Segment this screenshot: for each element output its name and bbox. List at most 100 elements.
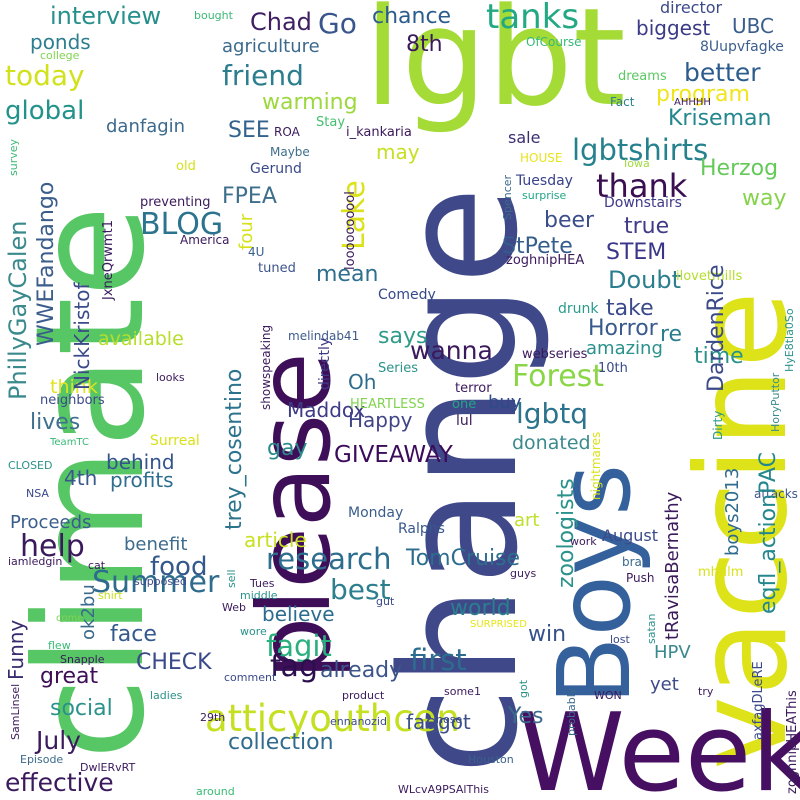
word-mean: mean <box>316 262 379 287</box>
word-showspeaking: showspeaking <box>259 324 273 410</box>
word-wwefandango: WWEFandango <box>34 181 59 346</box>
word-warming: warming <box>262 90 358 115</box>
word-says: says <box>378 324 428 349</box>
word-win: win <box>528 622 567 647</box>
word-lgbtshirts: lgbtshirts <box>572 133 709 167</box>
word-effective: effective <box>5 768 114 797</box>
word-lul: lul <box>456 413 473 429</box>
word-friend: friend <box>222 59 304 92</box>
word-college: college <box>40 49 80 62</box>
word-best: best <box>330 573 391 606</box>
word-drunk: drunk <box>558 301 599 317</box>
word-work: work <box>570 535 597 548</box>
word-lgbt: lgbt <box>364 0 626 136</box>
word-collection: collection <box>228 730 334 755</box>
word-tomcruise: TomCruise <box>406 546 521 571</box>
word-program: program <box>656 82 750 107</box>
word-terror: terror <box>455 381 492 396</box>
word-forest: Forest <box>512 359 605 394</box>
word-ponds: ponds <box>30 30 91 54</box>
word-believe: believe <box>262 602 335 626</box>
word-phillygaycalen: PhillyGayCalen <box>4 220 32 400</box>
word-chance: chance <box>372 4 452 29</box>
word-wlcva9psalthis: WLcvA9PSAlThis <box>398 783 489 796</box>
word-maddox: Maddox <box>287 398 366 422</box>
word-guys: guys <box>510 567 537 580</box>
word-try: try <box>698 685 714 698</box>
word-today: today <box>5 59 85 92</box>
word-comedy: Comedy <box>378 287 436 303</box>
word-iamledgin: iamledgin <box>8 555 63 568</box>
word-bra: bra <box>622 555 642 569</box>
word-ofcourse: OfCourse <box>526 35 582 49</box>
word-yes: Yes <box>508 704 544 729</box>
word-looks: looks <box>156 371 185 384</box>
word-wanna: wanna <box>410 336 493 365</box>
word-research: research <box>266 542 392 576</box>
word-got: got <box>517 679 530 698</box>
word-surprise: surprise <box>522 189 567 202</box>
word-jxneqrwmt1: JxneQrwmt1 <box>101 219 116 300</box>
word-boys2013: boys2013 <box>722 467 743 556</box>
word-ilovetmills: ilovetmills <box>676 269 743 284</box>
word-gay: gay <box>267 436 308 461</box>
word-cat: cat <box>88 559 106 572</box>
word-kriseman: Kriseman <box>668 106 772 131</box>
word-travisabernathy: tRavisaBernathy <box>662 491 683 640</box>
word-snapple: Snapple <box>60 653 105 666</box>
word-blog: BLOG <box>140 207 224 242</box>
word-episode: Episode <box>20 753 64 766</box>
word-neighbors: neighbors <box>40 393 105 408</box>
word-go: Go <box>318 7 357 40</box>
word-behind: behind <box>106 450 175 474</box>
word-dirty: Dirty <box>711 410 725 440</box>
word-oh: Oh <box>348 370 377 394</box>
word-come: come <box>56 613 84 624</box>
word-yet: yet <box>650 674 679 695</box>
word-faggot: faggot <box>406 710 471 734</box>
word-ubc: UBC <box>732 14 774 38</box>
word-surprised: SURPRISED <box>470 619 527 630</box>
word-horror: Horror <box>588 316 658 341</box>
word-satan: satan <box>645 613 658 645</box>
word-doubt: Doubt <box>608 266 682 294</box>
word-shirt: shirt <box>98 589 123 602</box>
word-monday: Monday <box>348 505 404 521</box>
word-lgbtq: lgbtq <box>516 397 589 430</box>
word-america: America <box>180 233 230 247</box>
word-directly: directly <box>317 337 333 390</box>
word-ralphs: Ralphs <box>398 521 445 537</box>
word-4th: 4th <box>64 466 98 490</box>
word-tuned: tuned <box>258 261 296 276</box>
word-benefit: benefit <box>124 534 188 555</box>
word-thank: thank <box>596 167 688 205</box>
word-closed: CLOSED <box>8 459 53 472</box>
word-great: great <box>40 664 99 689</box>
word-product: product <box>342 689 385 702</box>
word-happy: Happy <box>348 408 413 432</box>
word-teamtc: TeamTC <box>50 437 89 448</box>
word-dwlervrt: DwlERvRT <box>80 761 136 774</box>
word-august: August <box>602 526 658 545</box>
word-maybe: Maybe <box>270 145 310 159</box>
word-sale: sale <box>508 128 541 147</box>
word-lives: lives <box>30 410 81 435</box>
word-giveaway: GIVEAWAY <box>334 442 453 468</box>
word-danfagin: danfagin <box>106 116 186 137</box>
word-true: true <box>624 214 670 239</box>
word-agriculture: agriculture <box>222 36 320 57</box>
word-first: first <box>410 643 467 677</box>
word-push: Push <box>626 571 655 585</box>
word-article: article <box>244 528 307 552</box>
word-melindab41: melindab41 <box>288 329 360 343</box>
word-4u: 4U <box>248 245 265 259</box>
word-buy: buy <box>488 392 522 413</box>
word-nsa: NSA <box>26 487 49 500</box>
word-axfagdlere: axfagDLeRE <box>751 661 766 740</box>
word-around: around <box>196 785 235 798</box>
word-trey-cosentino: trey_cosentino <box>222 368 247 530</box>
word-chad: Chad <box>250 8 312 36</box>
word-supposed: supposed <box>134 575 187 588</box>
word-may: may <box>376 140 420 164</box>
